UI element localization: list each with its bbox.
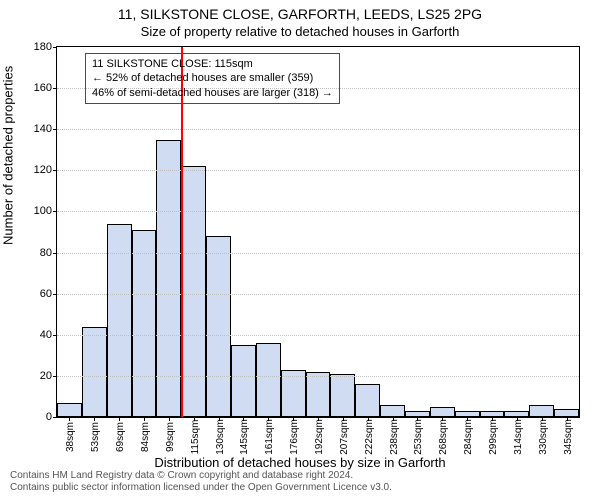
gridline (57, 253, 579, 254)
x-tick-label: 207sqm (339, 419, 350, 455)
histogram-bar (132, 230, 157, 417)
histogram-bar (554, 409, 579, 417)
x-tick-label: 38sqm (65, 422, 76, 452)
x-tick-label: 284sqm (463, 419, 474, 455)
x-tick-label: 314sqm (513, 419, 524, 455)
histogram-bar (181, 166, 206, 417)
x-tick-mark (169, 417, 170, 421)
x-tick-mark (368, 417, 369, 421)
x-tick-mark (243, 417, 244, 421)
chart-container: 11, SILKSTONE CLOSE, GARFORTH, LEEDS, LS… (0, 0, 600, 500)
x-tick-label: 69sqm (115, 422, 126, 452)
x-tick-mark (467, 417, 468, 421)
histogram-bar (206, 236, 231, 417)
x-tick-mark (219, 417, 220, 421)
x-tick-label: 330sqm (538, 419, 549, 455)
x-tick-label: 176sqm (289, 419, 300, 455)
histogram-bar (231, 345, 256, 417)
histogram-bar (529, 405, 554, 417)
x-tick-mark (268, 417, 269, 421)
x-tick-label: 192sqm (314, 419, 325, 455)
x-tick-label: 53sqm (90, 422, 101, 452)
x-tick-label: 115sqm (190, 420, 201, 455)
x-tick-label: 253sqm (413, 419, 424, 455)
y-tick-mark (53, 417, 57, 418)
x-tick-mark (442, 417, 443, 421)
x-tick-label: 222sqm (364, 419, 375, 455)
x-tick-mark (567, 417, 568, 421)
x-tick-mark (393, 417, 394, 421)
gridline (57, 376, 579, 377)
annotation-box: 11 SILKSTONE CLOSE: 115sqm← 52% of detac… (85, 53, 340, 104)
x-tick-mark (517, 417, 518, 421)
y-tick-mark (53, 211, 57, 212)
annotation-line: ← 52% of detached houses are smaller (35… (92, 71, 333, 85)
gridline (57, 294, 579, 295)
x-tick-mark (144, 417, 145, 421)
x-tick-mark (542, 417, 543, 421)
x-tick-mark (492, 417, 493, 421)
x-tick-mark (318, 417, 319, 421)
histogram-bar (82, 327, 107, 417)
chart-title-line1: 11, SILKSTONE CLOSE, GARFORTH, LEEDS, LS… (0, 6, 600, 22)
x-tick-label: 268sqm (438, 419, 449, 455)
x-tick-label: 161sqm (264, 419, 275, 455)
histogram-bar (380, 405, 405, 417)
x-tick-mark (94, 417, 95, 421)
gridline (57, 211, 579, 212)
x-tick-mark (119, 417, 120, 421)
chart-title-line2: Size of property relative to detached ho… (0, 24, 600, 39)
histogram-bar (330, 374, 355, 417)
histogram-bar (57, 403, 82, 417)
x-tick-mark (194, 417, 195, 421)
y-tick-mark (53, 47, 57, 48)
gridline (57, 129, 579, 130)
x-axis-label: Distribution of detached houses by size … (0, 455, 600, 470)
attribution-line2: Contains public sector information licen… (10, 482, 590, 494)
x-tick-label: 84sqm (140, 422, 151, 452)
annotation-line: 46% of semi-detached houses are larger (… (92, 86, 333, 100)
y-axis-label: Number of detached properties (1, 66, 16, 245)
gridline (57, 170, 579, 171)
x-tick-mark (69, 417, 70, 421)
x-tick-label: 238sqm (389, 419, 400, 455)
y-tick-mark (53, 253, 57, 254)
y-tick-mark (53, 170, 57, 171)
x-tick-label: 99sqm (165, 422, 176, 452)
y-tick-mark (53, 376, 57, 377)
attribution-line1: Contains HM Land Registry data © Crown c… (10, 470, 590, 482)
histogram-bar (355, 384, 380, 417)
y-tick-mark (53, 294, 57, 295)
plot-area: 02040608010012014016018038sqm53sqm69sqm8… (56, 46, 580, 418)
x-tick-mark (343, 417, 344, 421)
x-tick-mark (417, 417, 418, 421)
x-tick-label: 299sqm (488, 419, 499, 455)
histogram-bar (430, 407, 455, 417)
annotation-line: 11 SILKSTONE CLOSE: 115sqm (92, 57, 333, 71)
histogram-bar (306, 372, 331, 417)
y-tick-mark (53, 88, 57, 89)
x-tick-label: 130sqm (215, 419, 226, 455)
y-tick-mark (53, 129, 57, 130)
x-tick-label: 145sqm (239, 419, 250, 455)
gridline (57, 335, 579, 336)
x-tick-mark (293, 417, 294, 421)
x-tick-label: 345sqm (563, 419, 574, 455)
histogram-bar (256, 343, 281, 417)
attribution: Contains HM Land Registry data © Crown c… (10, 470, 590, 494)
y-tick-mark (53, 335, 57, 336)
